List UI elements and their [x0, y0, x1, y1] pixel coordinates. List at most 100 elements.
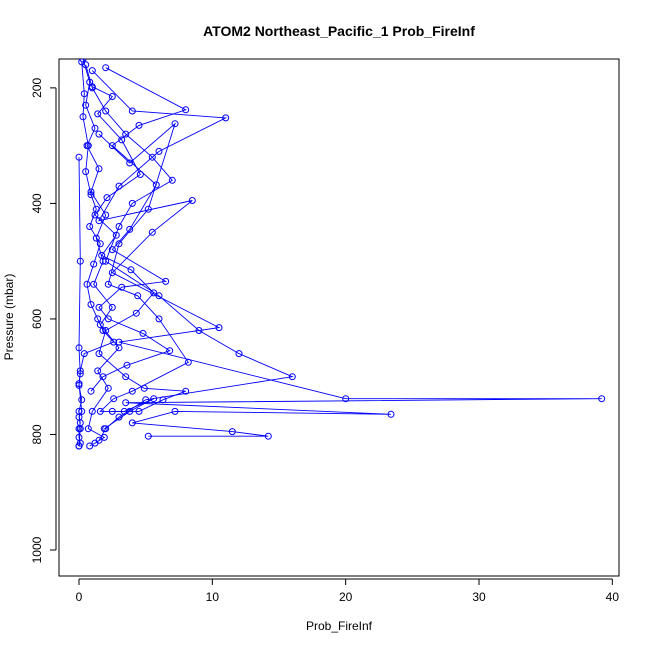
- data-point: [140, 384, 148, 392]
- data-point: [87, 191, 95, 199]
- data-point: [75, 344, 83, 352]
- data-point: [79, 113, 87, 121]
- data-point: [90, 280, 98, 288]
- data-point: [115, 240, 123, 248]
- data-point: [184, 358, 192, 366]
- data-point: [88, 83, 96, 91]
- y-tick-label: 1000: [30, 536, 44, 563]
- data-point: [78, 396, 86, 404]
- data-point: [148, 153, 156, 161]
- y-tick-label: 400: [30, 193, 44, 213]
- data-point: [135, 407, 143, 415]
- x-tick-label: 10: [206, 590, 220, 604]
- data-point: [135, 121, 143, 129]
- x-axis-label: Prob_FireInf: [306, 619, 373, 633]
- data-point: [104, 315, 112, 323]
- x-tick-label: 30: [472, 590, 486, 604]
- data-point: [94, 110, 102, 118]
- data-point: [155, 315, 163, 323]
- data-point: [182, 106, 190, 114]
- data-point: [222, 114, 230, 122]
- data-point: [115, 223, 123, 230]
- data-point: [95, 217, 103, 225]
- data-point: [171, 407, 179, 415]
- data-point: [148, 228, 156, 236]
- data-point: [103, 194, 111, 202]
- series-layer: [75, 59, 606, 450]
- x-axis: 0 10 20 30 40: [76, 578, 619, 604]
- data-point: [155, 147, 163, 155]
- data-point: [102, 327, 110, 334]
- data-point: [387, 410, 395, 418]
- data-point: [152, 181, 160, 189]
- data-point: [188, 197, 196, 204]
- data-point: [104, 280, 112, 288]
- data-point: [88, 67, 96, 75]
- data-point: [95, 130, 103, 138]
- data-point: [75, 442, 83, 450]
- data-point: [96, 321, 104, 329]
- data-point: [84, 425, 92, 433]
- series-line-1: [82, 59, 120, 447]
- plot-frame: [58, 58, 620, 577]
- data-point: [128, 199, 136, 207]
- data-point: [235, 350, 243, 358]
- data-point: [118, 283, 126, 291]
- data-point: [98, 251, 106, 259]
- data-point: [91, 211, 99, 219]
- data-point: [87, 301, 95, 308]
- data-point: [96, 240, 104, 248]
- data-point: [75, 380, 83, 388]
- series-line-3: [91, 70, 602, 437]
- data-point: [150, 289, 158, 297]
- chart-title: ATOM2 Northeast_Pacific_1 Prob_FireInf: [203, 23, 475, 39]
- data-point: [126, 225, 134, 233]
- series-line-5: [90, 67, 187, 392]
- data-point: [75, 153, 83, 161]
- data-point: [128, 387, 136, 395]
- data-point: [102, 107, 110, 115]
- data-point: [128, 419, 136, 427]
- data-point: [78, 407, 86, 415]
- data-point: [88, 407, 96, 415]
- data-point: [80, 90, 88, 98]
- data-point: [108, 303, 116, 311]
- data-point: [215, 324, 223, 332]
- data-point: [598, 395, 606, 403]
- data-point: [182, 387, 190, 395]
- data-point: [100, 425, 108, 433]
- data-point: [112, 231, 120, 239]
- data-point: [86, 223, 94, 230]
- data-point: [99, 373, 107, 381]
- data-point: [150, 395, 158, 403]
- data-point: [108, 246, 116, 254]
- data-point: [144, 205, 152, 213]
- data-point: [110, 338, 118, 346]
- data-point: [128, 107, 136, 115]
- data-point: [100, 433, 108, 441]
- data-point: [134, 292, 142, 300]
- data-point: [132, 309, 140, 317]
- data-point: [90, 260, 98, 268]
- data-point: [76, 257, 84, 265]
- data-point: [122, 373, 130, 381]
- data-point: [80, 350, 88, 358]
- data-point: [168, 176, 176, 184]
- data-point: [79, 59, 87, 63]
- data-point: [82, 101, 90, 109]
- series-line-7: [98, 122, 189, 430]
- data-point: [108, 93, 116, 100]
- data-point: [92, 234, 100, 242]
- data-point: [159, 396, 167, 404]
- data-point: [126, 159, 134, 167]
- data-point: [82, 168, 90, 176]
- data-point: [162, 277, 170, 285]
- data-point: [144, 432, 152, 440]
- y-tick-label: 800: [30, 424, 44, 444]
- y-axis-label: Pressure (mbar): [2, 274, 16, 361]
- y-tick-label: 200: [30, 78, 44, 98]
- data-point: [115, 338, 123, 346]
- data-point: [84, 142, 92, 150]
- data-point: [96, 407, 104, 415]
